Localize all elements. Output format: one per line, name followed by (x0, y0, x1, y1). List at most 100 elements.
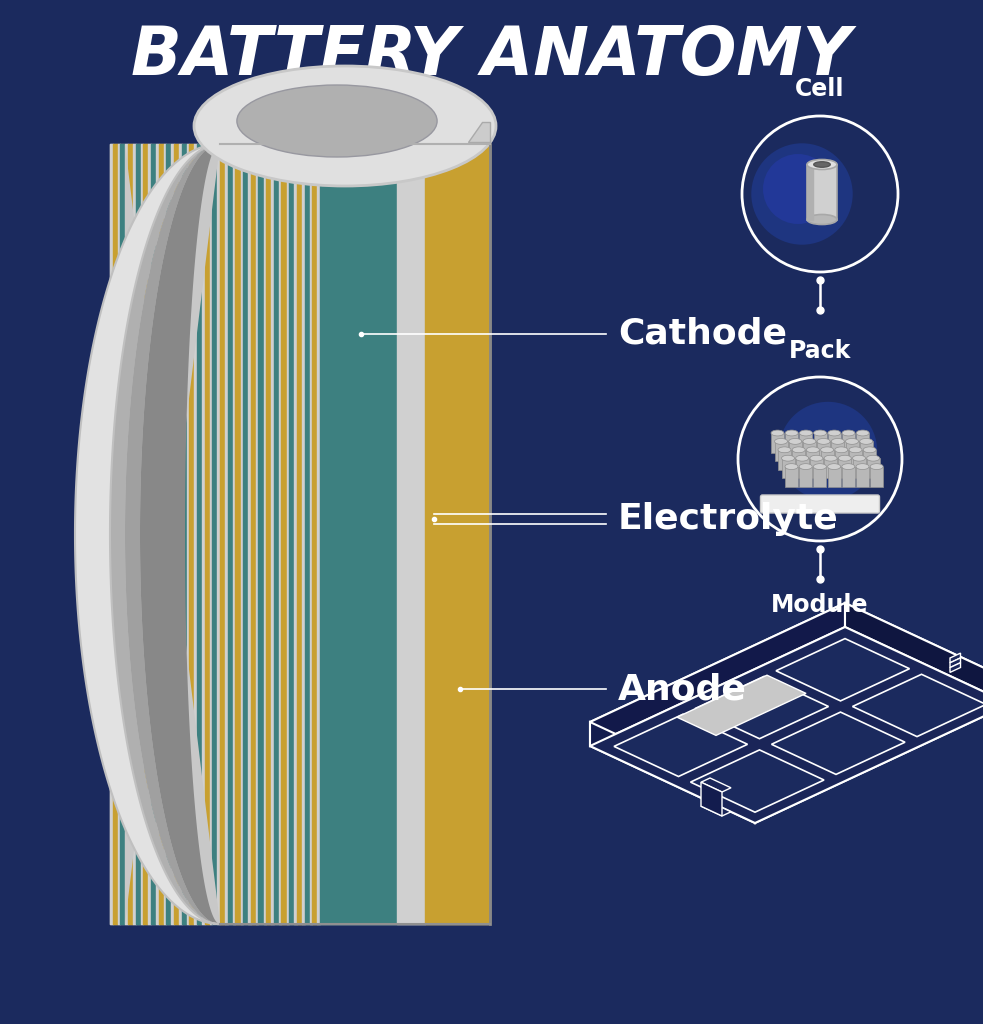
Ellipse shape (778, 446, 791, 453)
Circle shape (742, 116, 898, 272)
Bar (842, 433, 855, 453)
Ellipse shape (237, 85, 437, 157)
Text: Module: Module (772, 593, 869, 617)
Polygon shape (845, 603, 983, 705)
Ellipse shape (832, 438, 844, 444)
Ellipse shape (781, 456, 794, 461)
Ellipse shape (751, 143, 852, 245)
Ellipse shape (856, 464, 869, 470)
Ellipse shape (870, 464, 883, 470)
Ellipse shape (860, 438, 873, 444)
Polygon shape (140, 144, 220, 924)
Ellipse shape (814, 430, 827, 436)
Circle shape (738, 377, 902, 541)
Bar (813, 467, 827, 486)
Polygon shape (772, 712, 905, 774)
Bar (792, 450, 805, 470)
Polygon shape (614, 714, 747, 776)
Ellipse shape (779, 401, 877, 500)
Ellipse shape (842, 430, 855, 436)
Bar (788, 441, 802, 462)
Bar (828, 467, 840, 486)
Polygon shape (701, 778, 731, 792)
Text: Anode: Anode (618, 672, 747, 706)
Ellipse shape (835, 446, 847, 453)
Bar (814, 433, 827, 453)
Ellipse shape (828, 430, 840, 436)
Ellipse shape (807, 160, 837, 170)
Ellipse shape (803, 438, 816, 444)
Ellipse shape (775, 438, 787, 444)
Bar (841, 467, 855, 486)
Ellipse shape (807, 214, 837, 224)
Ellipse shape (788, 438, 802, 444)
Ellipse shape (849, 446, 862, 453)
Bar (852, 458, 865, 478)
Polygon shape (590, 627, 983, 823)
Ellipse shape (194, 66, 496, 186)
Bar (778, 450, 791, 470)
Bar (806, 450, 820, 470)
Polygon shape (125, 144, 220, 924)
Text: Cell: Cell (795, 77, 844, 101)
Polygon shape (590, 722, 755, 823)
Bar (867, 458, 880, 478)
Polygon shape (590, 603, 845, 746)
Bar (838, 458, 851, 478)
Polygon shape (690, 750, 824, 812)
Polygon shape (590, 603, 983, 799)
Polygon shape (75, 144, 220, 924)
Ellipse shape (795, 456, 809, 461)
Ellipse shape (824, 456, 838, 461)
Bar (856, 467, 869, 486)
Bar (781, 458, 794, 478)
Bar (807, 165, 837, 219)
Bar (828, 433, 840, 453)
Polygon shape (701, 782, 722, 816)
Bar (803, 441, 816, 462)
Polygon shape (755, 680, 983, 823)
Ellipse shape (763, 154, 833, 224)
Ellipse shape (799, 464, 812, 470)
FancyBboxPatch shape (761, 495, 880, 513)
Bar (824, 458, 838, 478)
Text: Cathode: Cathode (618, 317, 787, 351)
Text: Electrolyte: Electrolyte (618, 502, 838, 536)
Bar (870, 467, 883, 486)
Polygon shape (110, 144, 220, 924)
Polygon shape (468, 122, 490, 142)
Bar (835, 450, 847, 470)
Bar (799, 433, 812, 453)
Polygon shape (950, 663, 960, 673)
Bar (775, 441, 787, 462)
Bar (845, 441, 858, 462)
Ellipse shape (771, 430, 784, 436)
Bar (817, 441, 830, 462)
Bar (810, 458, 823, 478)
Polygon shape (950, 653, 960, 663)
Bar (849, 450, 862, 470)
Ellipse shape (821, 446, 834, 453)
Polygon shape (701, 802, 731, 816)
Bar (832, 441, 844, 462)
Ellipse shape (810, 456, 823, 461)
Text: BATTERY ANATOMY: BATTERY ANATOMY (131, 23, 851, 89)
Ellipse shape (814, 162, 831, 167)
Ellipse shape (785, 464, 798, 470)
Ellipse shape (856, 430, 869, 436)
Bar (785, 467, 798, 486)
Ellipse shape (792, 446, 805, 453)
Polygon shape (677, 675, 806, 735)
Ellipse shape (845, 438, 858, 444)
Polygon shape (695, 677, 829, 738)
Ellipse shape (863, 446, 876, 453)
Ellipse shape (867, 456, 880, 461)
Polygon shape (776, 639, 909, 700)
Bar (856, 433, 869, 453)
Bar (821, 450, 834, 470)
Ellipse shape (828, 464, 840, 470)
Text: Pack: Pack (788, 339, 851, 362)
Bar (863, 450, 876, 470)
Ellipse shape (838, 456, 851, 461)
Ellipse shape (799, 430, 812, 436)
